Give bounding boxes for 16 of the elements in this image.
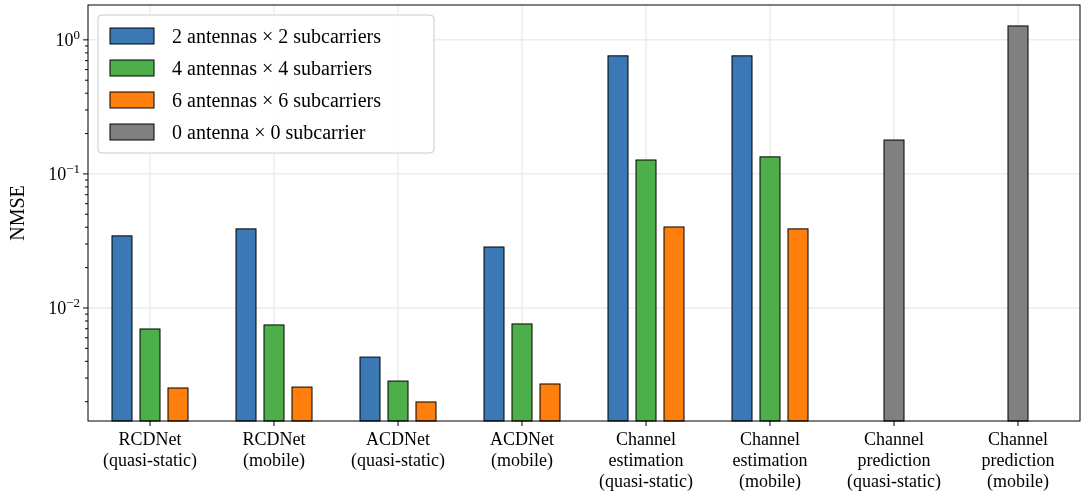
x-tick-label: ACDNet (quasi-static) xyxy=(351,429,445,471)
legend-label: 0 antenna × 0 subcarrier xyxy=(172,121,366,143)
legend-label: 6 antennas × 6 subcarriers xyxy=(172,89,382,111)
x-tick-label: ACDNet (mobile) xyxy=(490,429,554,471)
y-tick-label: 10$^{−1}$ xyxy=(48,160,80,184)
x-tick-label: Channel estimation (quasi-static) xyxy=(599,429,693,492)
x-tick-label: Channel prediction (quasi-static) xyxy=(847,429,941,492)
y-tick-label: 10$^{0}$ xyxy=(55,26,80,50)
y-axis-title: NMSE xyxy=(6,185,28,241)
x-tick-label: Channel estimation (mobile) xyxy=(732,429,808,492)
legend-label: 4 antennas × 4 subarriers xyxy=(172,57,373,79)
x-tick-label: RCDNet (mobile) xyxy=(242,429,306,471)
x-tick-label: RCDNet (quasi-static) xyxy=(103,429,197,471)
y-tick-label: 10$^{−2}$ xyxy=(48,294,80,318)
x-tick-label: Channel prediction (mobile) xyxy=(981,429,1055,492)
legend-label: 2 antennas × 2 subcarriers xyxy=(172,25,382,47)
